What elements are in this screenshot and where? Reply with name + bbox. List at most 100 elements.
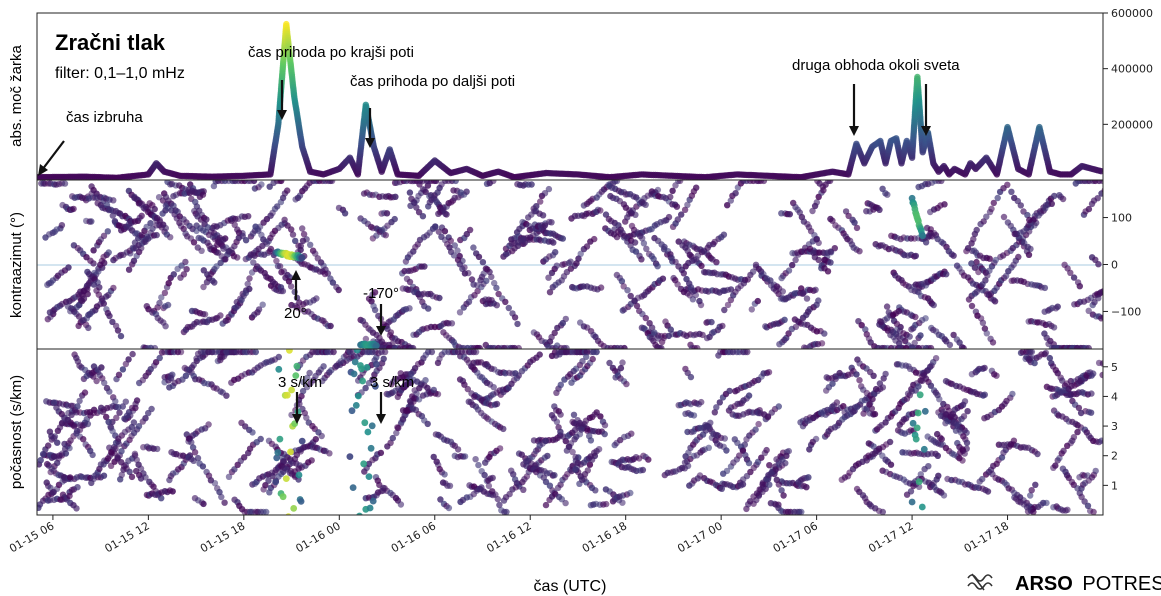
azimuth-point — [975, 268, 982, 276]
slowness-point — [1031, 359, 1038, 367]
azimuth-point — [1122, 275, 1128, 281]
slowness-point — [959, 457, 966, 464]
slowness-point — [350, 370, 358, 378]
slowness-point — [619, 359, 626, 366]
azimuth-point — [643, 245, 650, 252]
azimuth-point — [495, 290, 502, 298]
beam-power-line — [37, 20, 1103, 180]
slowness-point — [617, 364, 625, 372]
slowness-point — [303, 414, 310, 421]
slowness-point — [879, 508, 886, 515]
slowness-point — [920, 541, 927, 548]
slowness-point — [272, 478, 280, 486]
slowness-point — [446, 482, 454, 489]
azimuth-point — [1100, 314, 1103, 321]
azimuth-point — [483, 277, 490, 284]
slowness-point — [430, 453, 437, 461]
azimuth-point — [1048, 200, 1056, 207]
azimuth-point — [827, 248, 834, 255]
azimuth-point — [158, 294, 165, 301]
azimuth-point — [413, 204, 420, 211]
slowness-point — [856, 377, 863, 384]
slowness-point — [119, 366, 127, 373]
slowness-point — [869, 395, 876, 403]
slowness-point — [542, 437, 549, 445]
slowness-point — [66, 474, 74, 481]
slowness-point — [763, 446, 770, 454]
azimuth-point — [827, 259, 834, 266]
azimuth-point — [162, 224, 169, 232]
slowness-point — [290, 505, 298, 512]
azimuth-point — [661, 243, 668, 251]
slowness-point — [1060, 447, 1067, 454]
slowness-point — [73, 427, 81, 435]
slowness-point — [938, 435, 945, 443]
azimuth-point — [125, 266, 133, 273]
azimuth-point — [917, 332, 924, 339]
slowness-point — [1135, 355, 1141, 361]
azimuth-point — [371, 289, 379, 296]
azimuth-point — [147, 220, 154, 227]
slowness-point — [912, 435, 920, 443]
azimuth-point — [713, 259, 720, 266]
azimuth-point — [946, 341, 954, 349]
slowness-point — [1106, 381, 1112, 387]
slowness-point — [592, 487, 599, 494]
slowness-point — [934, 452, 941, 459]
slowness-point — [216, 488, 223, 496]
slowness-point — [50, 453, 58, 460]
azimuth-point — [488, 273, 495, 281]
slowness-point — [156, 354, 163, 362]
azimuth-point — [263, 240, 271, 247]
azimuth-point — [443, 211, 450, 218]
slowness-point — [130, 419, 138, 426]
slowness-point — [853, 371, 860, 378]
slowness-point — [356, 512, 363, 515]
slowness-point — [745, 392, 753, 399]
azimuth-point — [258, 181, 265, 188]
azimuth-point — [1051, 192, 1058, 200]
slowness-point — [413, 390, 420, 397]
azimuth-point — [104, 228, 112, 235]
azimuth-point — [98, 295, 106, 302]
slowness-point — [231, 466, 238, 473]
slowness-point — [932, 355, 940, 362]
slowness-point — [104, 455, 112, 462]
slowness-point — [1032, 481, 1039, 488]
slowness-point — [775, 403, 782, 410]
azimuth-point — [613, 180, 621, 185]
azimuth-point — [466, 226, 474, 234]
azimuth-point — [300, 231, 308, 238]
slowness-point — [265, 477, 272, 484]
azimuth-point — [642, 201, 649, 208]
slowness-point — [118, 448, 125, 455]
slowness-point — [279, 342, 286, 349]
azimuth-point — [813, 199, 820, 206]
slowness-point — [81, 389, 89, 396]
azimuth-point — [217, 312, 224, 319]
azimuth-point — [563, 344, 570, 349]
azimuth-point — [809, 207, 816, 215]
azimuth-point — [220, 236, 227, 243]
azimuth-point — [220, 245, 227, 252]
slowness-point — [1052, 462, 1059, 469]
slowness-point — [393, 429, 400, 437]
azimuth-point — [1109, 320, 1115, 326]
slowness-point — [169, 488, 176, 495]
slowness-point — [915, 478, 923, 486]
slowness-point — [927, 382, 935, 389]
slowness-point — [188, 439, 195, 446]
slowness-point — [133, 397, 141, 404]
azimuth-point — [824, 268, 832, 275]
azimuth-point — [246, 275, 253, 282]
azimuth-point — [754, 297, 761, 305]
azimuth-point — [950, 331, 957, 339]
azimuth-point — [436, 294, 443, 302]
slowness-point — [297, 498, 305, 505]
slowness-point — [297, 448, 304, 455]
azimuth-point — [299, 225, 306, 232]
slowness-point — [318, 432, 325, 440]
azimuth-point — [782, 296, 789, 303]
slowness-point — [211, 480, 219, 487]
